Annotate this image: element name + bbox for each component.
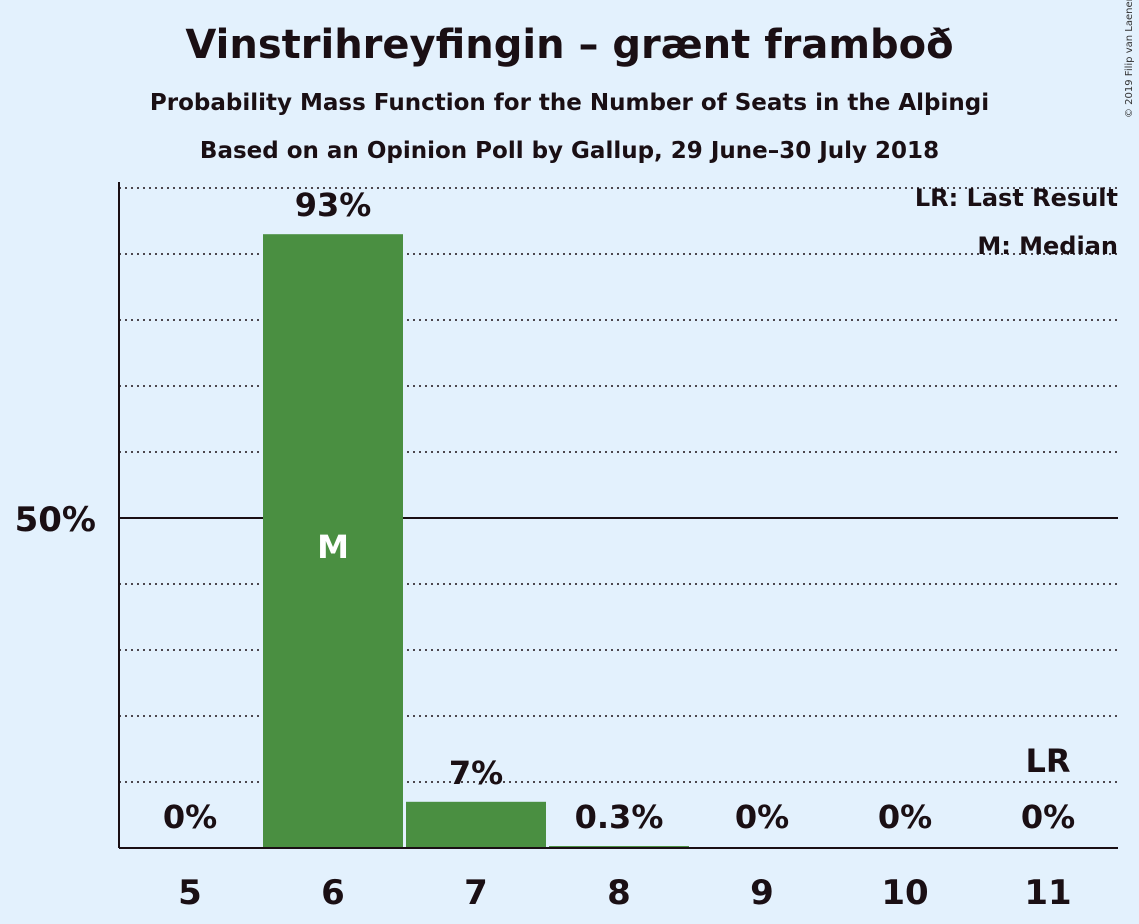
x-tick-label-11: 11: [1024, 873, 1071, 913]
value-label-11: 0%: [1021, 798, 1075, 836]
chart-subtitle: Probability Mass Function for the Number…: [149, 90, 990, 116]
chart-subtitle-poll: Based on an Opinion Poll by Gallup, 29 J…: [199, 138, 940, 164]
bar-6: [263, 234, 403, 848]
x-tick-label-7: 7: [464, 873, 488, 913]
value-label-8: 0.3%: [575, 798, 664, 836]
x-tick-label-5: 5: [178, 873, 202, 913]
value-label-10: 0%: [878, 798, 932, 836]
value-label-7: 7%: [449, 754, 503, 792]
x-tick-label-9: 9: [750, 873, 774, 913]
x-tick-label-6: 6: [321, 873, 345, 913]
y-tick-label: 50%: [15, 500, 96, 540]
median-marker: M: [317, 528, 349, 566]
legend-last-result: LR: Last Result: [914, 184, 1118, 212]
bar-7: [406, 801, 546, 848]
chart-title: Vinstrihreyfingin – grænt framboð: [185, 22, 954, 68]
legend-median: M: Median: [977, 232, 1118, 260]
value-label-9: 0%: [735, 798, 789, 836]
x-tick-label-10: 10: [881, 873, 928, 913]
value-label-6: 93%: [295, 186, 372, 224]
value-label-5: 0%: [163, 798, 217, 836]
x-tick-label-8: 8: [607, 873, 631, 913]
last-result-marker: LR: [1025, 742, 1070, 780]
